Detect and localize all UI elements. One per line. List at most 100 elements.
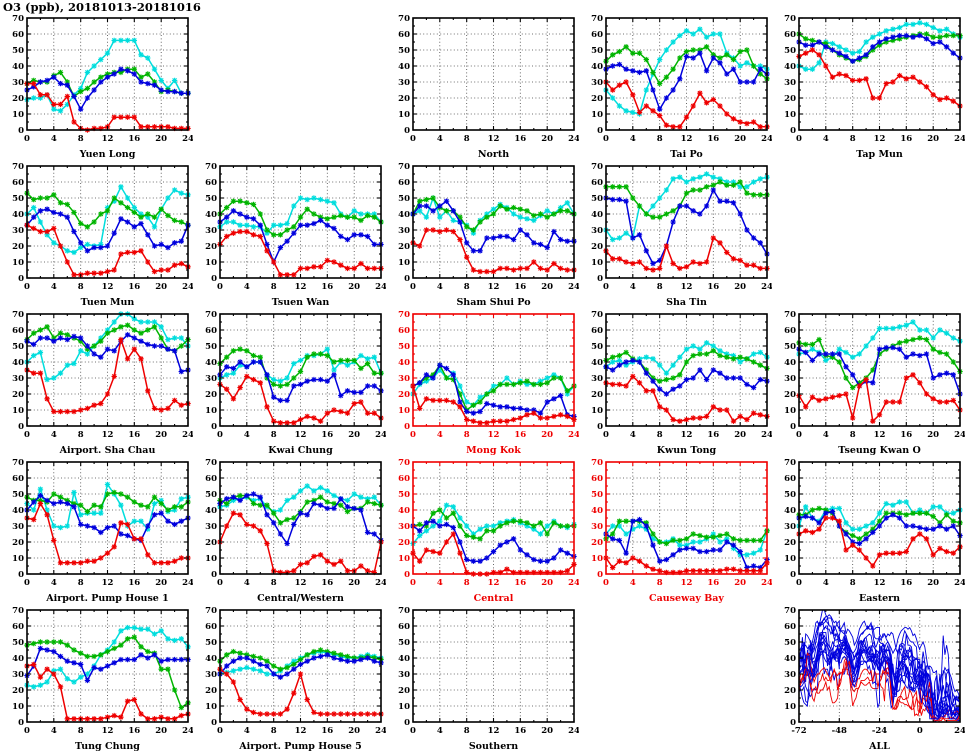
- chart-title: North: [478, 149, 509, 160]
- x-tick-label: 4: [437, 282, 443, 292]
- y-tick-label: 40: [12, 654, 24, 664]
- all-plot: 0 10 20 30 40 50 60 70 -72 -48 -24 0 24 ALL: [784, 606, 965, 752]
- x-tick-label: 16: [321, 430, 333, 440]
- x-tick-label: 8: [657, 430, 663, 440]
- x-tick-label: 0: [796, 578, 802, 588]
- y-tick-label: 10: [205, 406, 217, 416]
- y-tick-label: 10: [12, 258, 24, 268]
- x-tick-label: 0: [796, 430, 802, 440]
- x-tick-label: 20: [541, 134, 553, 144]
- chart-kwai-chung: 0 10 20 30 40 50 60 70 0 4 8 12 16 20 24 Kwai Chung: [193, 309, 386, 457]
- y-tick-label: 30: [12, 78, 24, 88]
- x-tick-label: 20: [348, 726, 360, 736]
- x-tick-label: 12: [681, 282, 693, 292]
- chart-title: Airport. Pump House 1: [45, 593, 169, 604]
- y-tick-label: 0: [404, 570, 410, 580]
- x-tick-label: 4: [51, 578, 57, 588]
- southern-plot: 0 10 20 30 40 50 60 70 0 4 8 12 16 20 24 Southern: [398, 606, 579, 752]
- x-tick-label: 4: [630, 578, 636, 588]
- y-tick-label: 50: [784, 490, 796, 500]
- x-tick-label: 20: [155, 430, 167, 440]
- x-tick-label: 12: [102, 430, 114, 440]
- y-tick-label: 70: [398, 458, 410, 468]
- x-tick-label: 24: [182, 726, 193, 736]
- y-tick-label: 50: [398, 342, 410, 352]
- x-tick-label: 24: [375, 578, 386, 588]
- x-tick-label: 4: [630, 430, 636, 440]
- chart-title: Sham Shui Po: [456, 297, 530, 308]
- y-tick-label: 0: [18, 718, 24, 728]
- x-tick-label: 4: [51, 282, 57, 292]
- y-tick-label: 60: [784, 326, 796, 336]
- x-tick-label: 24: [568, 578, 579, 588]
- x-tick-label: 4: [437, 578, 443, 588]
- tap-mun-plot: 0 10 20 30 40 50 60 70 0 4 8 12 16 20 24 Tap Mun: [784, 14, 965, 160]
- x-tick-label: 16: [900, 134, 912, 144]
- x-tick-label: 8: [850, 430, 856, 440]
- y-tick-label: 0: [18, 422, 24, 432]
- y-tick-label: 10: [398, 702, 410, 712]
- x-tick-label: 16: [707, 430, 719, 440]
- y-tick-label: 20: [398, 538, 410, 548]
- chart-tseung-kwan-o: 0 10 20 30 40 50 60 70 0 4 8 12 16 20 24 Tseung Kwan O: [772, 309, 965, 457]
- y-tick-label: 20: [591, 390, 603, 400]
- x-tick-label: 0: [603, 282, 609, 292]
- x-tick-label: 20: [155, 578, 167, 588]
- y-tick-label: 70: [591, 162, 603, 172]
- x-tick-label: 16: [321, 578, 333, 588]
- y-tick-label: 40: [12, 358, 24, 368]
- y-tick-label: 30: [12, 670, 24, 680]
- series-markers-red: [796, 372, 963, 424]
- y-tick-label: 60: [398, 622, 410, 632]
- chart-airport-pump-house-1: 0 10 20 30 40 50 60 70 0 4 8 12 16 20 24 Airport. Pump …: [0, 457, 193, 605]
- y-tick-label: 60: [205, 622, 217, 632]
- x-tick-label: 12: [488, 134, 500, 144]
- x-tick-label: 24: [568, 282, 579, 292]
- x-tick-label: 24: [375, 282, 386, 292]
- x-tick-label: 20: [541, 282, 553, 292]
- x-tick-label: 24: [954, 430, 965, 440]
- y-tick-label: 10: [398, 406, 410, 416]
- chart-title: ALL: [868, 741, 890, 752]
- chart-central-western: 0 10 20 30 40 50 60 70 0 4 8 12 16 20 24 Central/Wester…: [193, 457, 386, 605]
- chart-title: Tap Mun: [856, 149, 903, 160]
- y-tick-label: 0: [790, 422, 796, 432]
- x-tick-label: 12: [295, 726, 307, 736]
- x-tick-label: 4: [244, 578, 250, 588]
- x-tick-label: 8: [657, 578, 663, 588]
- causeway-bay-plot: 0 10 20 30 40 50 60 70 0 4 8 12 16 20 24 Causeway Bay: [591, 458, 772, 604]
- y-tick-label: 20: [591, 94, 603, 104]
- y-tick-label: 60: [784, 474, 796, 484]
- y-tick-label: 10: [398, 258, 410, 268]
- y-tick-label: 0: [597, 126, 603, 136]
- y-tick-label: 0: [597, 274, 603, 284]
- y-tick-label: 20: [12, 94, 24, 104]
- all-station-line: [798, 632, 961, 722]
- y-tick-label: 70: [591, 458, 603, 468]
- y-tick-label: 0: [790, 718, 796, 728]
- y-tick-label: 70: [591, 310, 603, 320]
- x-tick-label: 8: [78, 726, 84, 736]
- y-tick-label: 30: [398, 226, 410, 236]
- x-tick-label: 4: [51, 134, 57, 144]
- y-tick-label: 40: [591, 210, 603, 220]
- tung-chung-plot: 0 10 20 30 40 50 60 70 0 4 8 12 16 20 24 Tung Chung: [12, 606, 193, 752]
- x-tick-label: 12: [874, 430, 886, 440]
- chart-central: 0 10 20 30 40 50 60 70 0 4 8 12 16 20 24 Central: [386, 457, 579, 605]
- x-tick-label: 24: [568, 134, 579, 144]
- x-tick-label: 0: [603, 578, 609, 588]
- x-tick-label: 0: [603, 430, 609, 440]
- x-tick-label: 20: [734, 578, 746, 588]
- y-tick-label: 10: [205, 258, 217, 268]
- y-tick-label: 30: [205, 226, 217, 236]
- y-tick-label: 70: [12, 162, 24, 172]
- chart-title: Tseung Kwan O: [838, 445, 920, 456]
- y-tick-label: 0: [18, 126, 24, 136]
- x-tick-label: 16: [900, 430, 912, 440]
- x-tick-label: 4: [823, 430, 829, 440]
- y-tick-label: 40: [12, 62, 24, 72]
- y-tick-label: 20: [591, 242, 603, 252]
- y-tick-label: 30: [591, 78, 603, 88]
- y-tick-label: 30: [398, 78, 410, 88]
